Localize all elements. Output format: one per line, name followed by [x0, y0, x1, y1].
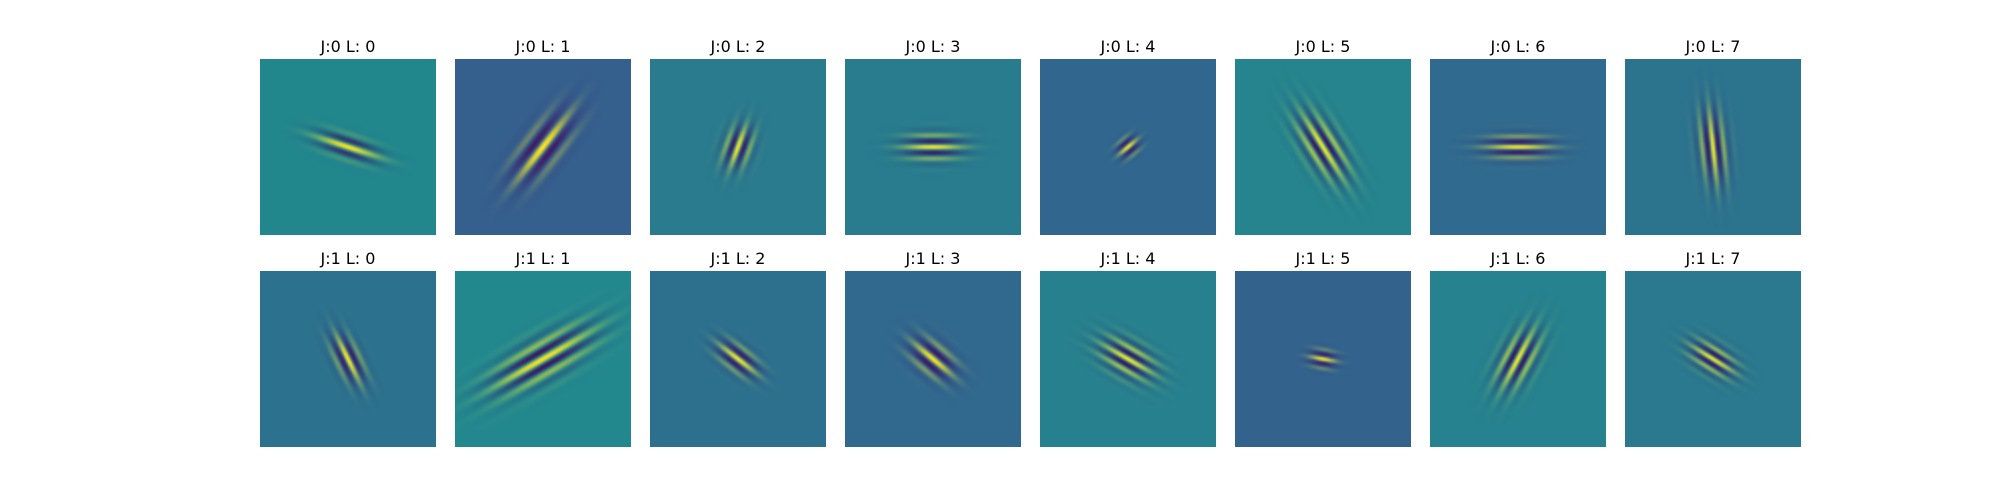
filter-panel: J:1 L: 6	[1430, 249, 1606, 447]
filter-panel: J:0 L: 4	[1040, 37, 1216, 235]
panel-title: J:1 L: 7	[1685, 249, 1741, 268]
filter-panel: J:1 L: 7	[1625, 249, 1801, 447]
filter-heatmap	[1040, 271, 1216, 447]
panel-title: J:1 L: 4	[1100, 249, 1156, 268]
panel-title: J:0 L: 1	[515, 37, 571, 56]
filter-heatmap	[1430, 59, 1606, 235]
panel-title: J:0 L: 4	[1100, 37, 1156, 56]
filter-panel: J:1 L: 4	[1040, 249, 1216, 447]
filter-panel: J:0 L: 7	[1625, 37, 1801, 235]
filter-heatmap	[1625, 59, 1801, 235]
filter-heatmap	[1235, 59, 1411, 235]
filter-panel: J:1 L: 5	[1235, 249, 1411, 447]
filter-heatmap	[260, 271, 436, 447]
filter-heatmap	[845, 59, 1021, 235]
filter-panel: J:0 L: 5	[1235, 37, 1411, 235]
filter-heatmap	[260, 59, 436, 235]
filter-panel: J:0 L: 6	[1430, 37, 1606, 235]
panel-title: J:0 L: 2	[710, 37, 766, 56]
filter-heatmap	[1430, 271, 1606, 447]
filter-panel: J:0 L: 3	[845, 37, 1021, 235]
panel-title: J:1 L: 0	[320, 249, 376, 268]
panel-title: J:0 L: 7	[1685, 37, 1741, 56]
filter-heatmap	[1235, 271, 1411, 447]
filter-heatmap	[650, 271, 826, 447]
panel-title: J:1 L: 6	[1490, 249, 1546, 268]
filter-panel: J:1 L: 1	[455, 249, 631, 447]
filter-heatmap	[1625, 271, 1801, 447]
filter-panel: J:1 L: 3	[845, 249, 1021, 447]
panel-title: J:0 L: 0	[320, 37, 376, 56]
panel-title: J:1 L: 1	[515, 249, 571, 268]
filter-panel: J:1 L: 0	[260, 249, 436, 447]
filter-heatmap	[845, 271, 1021, 447]
panel-title: J:0 L: 3	[905, 37, 961, 56]
panel-title: J:0 L: 5	[1295, 37, 1351, 56]
panel-title: J:1 L: 3	[905, 249, 961, 268]
filter-heatmap	[650, 59, 826, 235]
panel-title: J:1 L: 2	[710, 249, 766, 268]
filter-panel: J:1 L: 2	[650, 249, 826, 447]
filter-panel: J:0 L: 0	[260, 37, 436, 235]
panel-title: J:1 L: 5	[1295, 249, 1351, 268]
filter-heatmap	[455, 271, 631, 447]
filter-heatmap	[455, 59, 631, 235]
filter-panel: J:0 L: 2	[650, 37, 826, 235]
filter-heatmap	[1040, 59, 1216, 235]
filter-panel: J:0 L: 1	[455, 37, 631, 235]
panel-title: J:0 L: 6	[1490, 37, 1546, 56]
